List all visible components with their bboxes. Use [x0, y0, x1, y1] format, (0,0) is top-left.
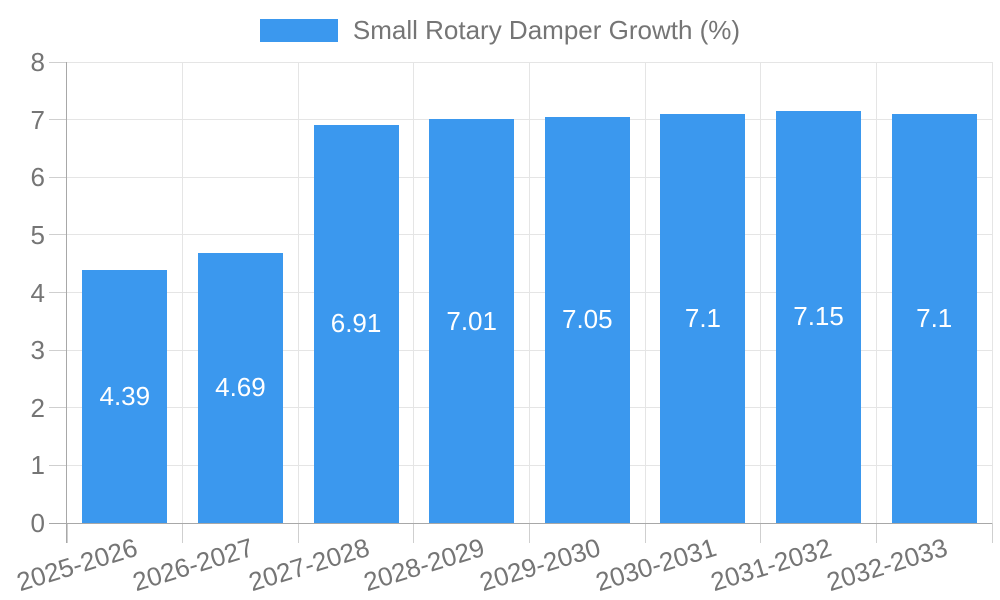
- x-axis-tick: [760, 523, 762, 543]
- v-gridline: [182, 62, 184, 523]
- y-axis-line: [66, 62, 67, 543]
- bar-value-label: 7.15: [793, 301, 844, 332]
- bar-value-label: 7.1: [916, 302, 953, 333]
- y-tick-label: 4: [30, 277, 45, 308]
- y-axis-tick: [49, 176, 67, 178]
- x-axis-tick: [182, 523, 184, 543]
- legend-swatch: [259, 18, 338, 42]
- x-tick-label: 2025-2026: [13, 532, 142, 598]
- v-gridline: [875, 62, 877, 523]
- y-axis-tick: [49, 61, 67, 63]
- y-tick-label: 1: [30, 450, 45, 481]
- bar[interactable]: 7.01: [429, 119, 515, 523]
- y-axis-tick: [49, 464, 67, 466]
- x-axis-tick: [875, 523, 877, 543]
- bar-value-label: 7.01: [446, 305, 497, 336]
- y-tick-label: 3: [30, 335, 45, 366]
- x-tick-label: 2031-2032: [707, 532, 836, 598]
- y-axis-tick: [49, 119, 67, 121]
- y-tick-label: 8: [30, 47, 45, 77]
- y-tick-label: 0: [30, 508, 45, 538]
- x-axis-tick: [66, 523, 68, 543]
- bar-value-label: 7.05: [562, 304, 613, 335]
- v-gridline: [991, 62, 993, 523]
- legend-label: Small Rotary Damper Growth (%): [352, 15, 741, 45]
- bar[interactable]: 7.15: [776, 110, 862, 523]
- x-tick-label: 2028-2029: [360, 532, 489, 598]
- x-axis-line: [49, 522, 992, 524]
- y-tick-label: 6: [30, 162, 45, 193]
- x-axis-tick: [644, 523, 646, 543]
- x-axis-tick: [297, 523, 299, 543]
- y-axis-tick: [49, 349, 67, 351]
- bar[interactable]: 7.1: [891, 113, 977, 523]
- y-axis-tick: [49, 234, 67, 236]
- v-gridline: [644, 62, 646, 523]
- x-tick-label: 2027-2028: [244, 532, 373, 598]
- bar-value-label: 4.39: [99, 381, 151, 411]
- y-axis-tick: [49, 292, 67, 293]
- bar[interactable]: 7.1: [660, 113, 746, 523]
- x-tick-label: 2029-2030: [476, 532, 604, 598]
- legend[interactable]: Small Rotary Damper Growth (%): [0, 16, 1000, 45]
- bar[interactable]: 4.69: [197, 252, 283, 523]
- y-tick-label: 5: [30, 219, 45, 250]
- v-gridline: [297, 62, 299, 523]
- v-gridline: [413, 62, 415, 523]
- bar[interactable]: 7.05: [544, 116, 630, 523]
- x-tick-label: 2032-2033: [822, 532, 951, 598]
- bar-value-label: 6.91: [330, 308, 382, 339]
- v-gridline: [760, 62, 762, 523]
- y-axis-tick: [49, 407, 67, 409]
- x-axis-tick: [991, 523, 993, 543]
- x-axis-tick: [413, 523, 415, 543]
- bar[interactable]: 4.39: [82, 270, 168, 523]
- bar-value-label: 7.1: [684, 302, 722, 333]
- bar-value-label: 4.69: [215, 372, 266, 403]
- v-gridline: [529, 62, 530, 523]
- bar[interactable]: 6.91: [313, 124, 399, 523]
- y-tick-label: 7: [30, 104, 45, 135]
- y-tick-label: 2: [30, 392, 45, 423]
- x-tick-label: 2030-2031: [591, 532, 720, 598]
- x-axis-tick: [529, 523, 530, 543]
- x-tick-label: 2026-2027: [129, 532, 257, 598]
